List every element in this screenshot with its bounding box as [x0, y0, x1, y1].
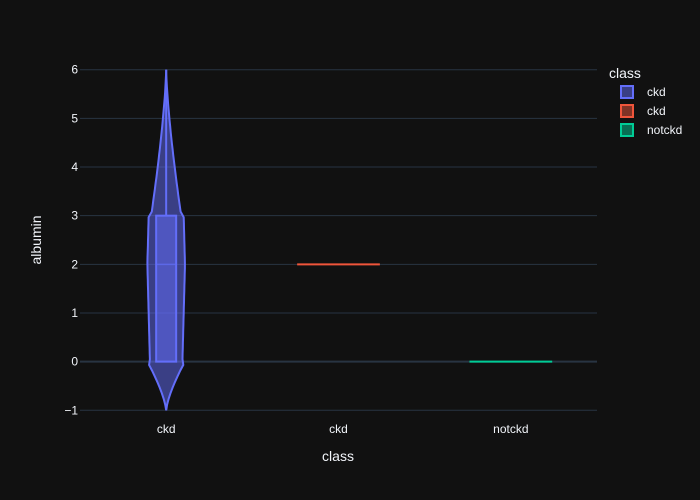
x-tick-label: ckd — [157, 422, 176, 436]
x-tick-label: notckd — [493, 422, 528, 436]
x-axis-ticks: ckd ckd notckd — [157, 422, 529, 436]
legend: class ckd ckd notckd — [609, 65, 682, 137]
legend-label: notckd — [647, 123, 682, 137]
y-tick-label: −1 — [64, 403, 78, 417]
legend-label: ckd — [647, 104, 666, 118]
y-axis-title: albumin — [28, 215, 44, 264]
y-tick-label: 1 — [71, 306, 78, 320]
y-tick-label: 0 — [71, 355, 78, 369]
y-tick-label: 4 — [71, 160, 78, 174]
y-tick-label: 2 — [71, 257, 78, 271]
x-axis-title: class — [322, 448, 354, 464]
x-tick-label: ckd — [329, 422, 348, 436]
violin-ckd — [146, 69, 186, 411]
y-tick-label: 6 — [71, 63, 78, 77]
violin-box — [155, 214, 178, 363]
legend-swatch — [620, 104, 634, 118]
legend-swatch — [620, 85, 634, 99]
legend-title: class — [609, 65, 641, 81]
legend-swatch — [620, 123, 634, 137]
y-axis-ticks: −1 0 1 2 3 4 5 6 — [64, 63, 78, 418]
legend-label: ckd — [647, 85, 666, 99]
plot-area — [146, 69, 553, 411]
y-tick-label: 3 — [71, 209, 78, 223]
y-tick-label: 5 — [71, 111, 78, 125]
